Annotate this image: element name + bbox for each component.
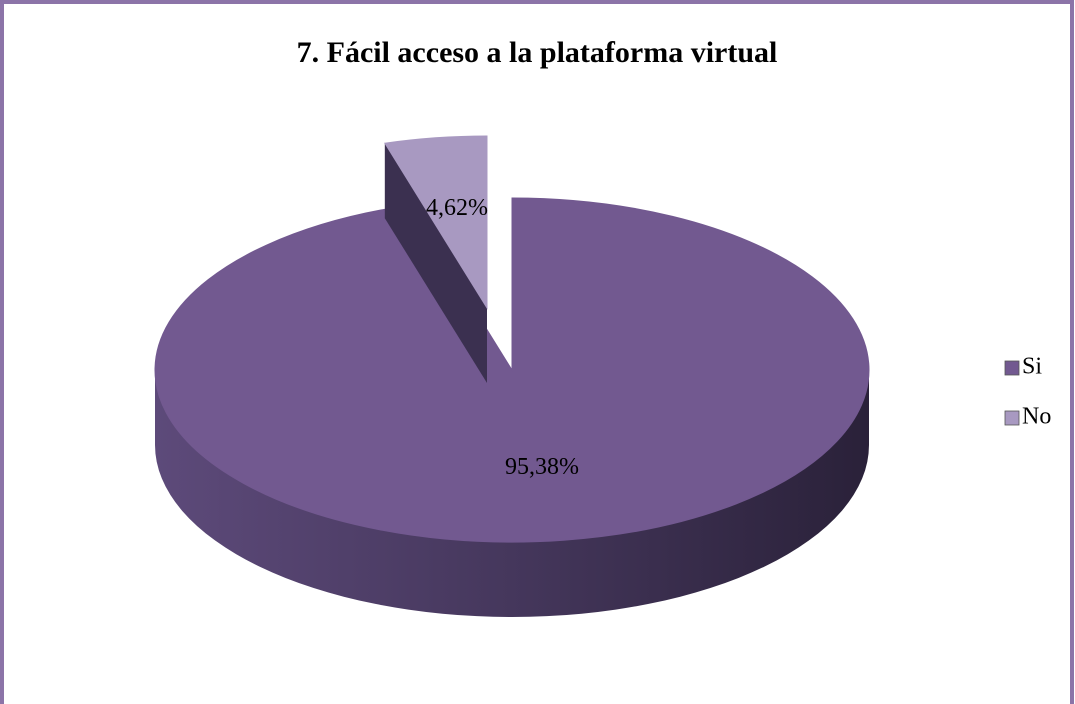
legend-swatch bbox=[1004, 360, 1020, 376]
slice-side bbox=[155, 370, 869, 617]
legend-label: Si bbox=[1022, 354, 1042, 380]
legend-swatch bbox=[1004, 410, 1020, 426]
slice bbox=[383, 135, 488, 310]
slice bbox=[154, 197, 870, 543]
slice-cut bbox=[384, 143, 487, 383]
chart-title: 7. Fácil acceso a la plataforma virtual bbox=[297, 36, 778, 69]
legend-label: No bbox=[1022, 404, 1051, 430]
data-label: 95,38% bbox=[505, 454, 579, 480]
data-label: 4,62% bbox=[426, 195, 488, 221]
